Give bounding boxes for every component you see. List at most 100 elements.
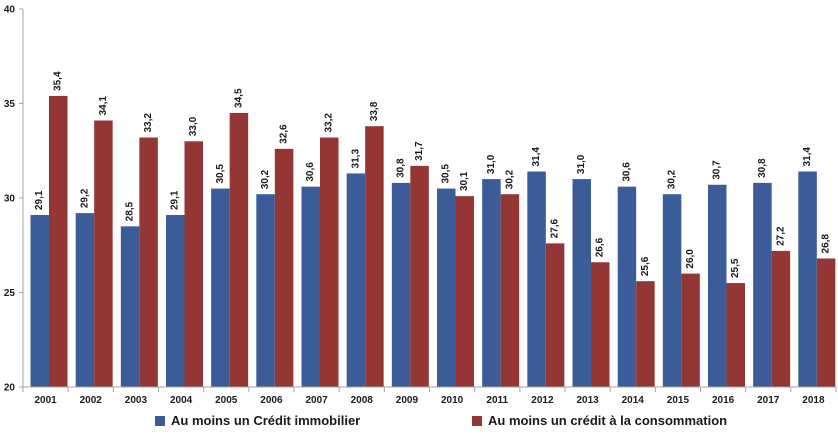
- x-tick-label: 2006: [260, 395, 283, 406]
- data-label: 30,2: [667, 169, 678, 189]
- bar-credit-immobilier: [437, 188, 456, 387]
- data-label: 27,6: [550, 218, 561, 238]
- bar-credit-immobilier: [708, 184, 727, 387]
- data-label: 28,5: [125, 201, 136, 221]
- x-tick-label: 2005: [215, 395, 238, 406]
- data-label: 30,2: [504, 169, 515, 189]
- data-label: 30,5: [441, 164, 452, 184]
- y-tick-label: 20: [4, 383, 16, 394]
- x-tick-label: 2007: [305, 395, 328, 406]
- x-axis: 2001 2002 2003 2004 2005 2006 2007 2008 2009 2010…: [22, 386, 837, 406]
- bar-credit-immobilier: [120, 226, 140, 387]
- data-label: 29,1: [34, 190, 45, 210]
- data-label: 26,6: [595, 237, 606, 257]
- x-tick-label: 2015: [667, 395, 690, 406]
- x-tick-label: 2008: [351, 395, 374, 406]
- bar-credit-immobilier: [211, 188, 230, 387]
- x-tick-label: 2013: [576, 395, 599, 406]
- bar-credit-immobilier: [482, 179, 501, 387]
- data-label: 25,6: [640, 256, 651, 276]
- x-tick-label: 2014: [622, 395, 645, 406]
- bar-credit-immobilier: [798, 171, 817, 387]
- bar-credit-consommation: [636, 281, 655, 387]
- bar-credit-immobilier: [75, 213, 95, 387]
- bar-credit-immobilier: [166, 215, 185, 387]
- legend-item-credit-immobilier: Au moins un Crédit immobilier: [155, 413, 360, 428]
- data-label: 33,2: [143, 113, 154, 133]
- bar-credit-consommation: [726, 283, 745, 387]
- y-tick-label: 35: [4, 99, 16, 110]
- x-tick-label: 2016: [712, 395, 735, 406]
- y-tick-label: 25: [4, 288, 16, 299]
- x-tick-label: 2012: [531, 395, 554, 406]
- bars: 29,1 35,4 29,2 34,1 28,5 33,2 29,1 33,0 30,5 34,5…: [30, 71, 836, 388]
- x-tick-label: 2002: [80, 395, 103, 406]
- data-label: 33,0: [188, 116, 199, 136]
- data-label: 30,5: [215, 164, 226, 184]
- data-label: 31,0: [486, 154, 497, 174]
- legend-item-credit-consommation: Au moins un crédit à la consommation: [472, 413, 727, 428]
- bar-credit-consommation: [365, 126, 384, 388]
- data-label: 30,6: [621, 162, 632, 182]
- data-label: 27,2: [775, 226, 786, 246]
- bar-credit-consommation: [455, 196, 474, 387]
- data-label: 33,8: [369, 101, 380, 121]
- bar-credit-immobilier: [30, 215, 49, 387]
- data-label: 34,5: [233, 88, 244, 108]
- x-tick-label: 2018: [802, 395, 825, 406]
- data-label: 34,1: [98, 96, 109, 116]
- bar-credit-consommation: [184, 141, 203, 387]
- bar-credit-consommation: [591, 262, 610, 387]
- bar-credit-immobilier: [753, 182, 772, 387]
- legend-swatch-credit-consommation: [472, 415, 482, 426]
- x-tick-label: 2017: [757, 395, 780, 406]
- y-tick-label: 40: [4, 5, 16, 16]
- bar-credit-consommation: [500, 194, 520, 387]
- data-label: 31,3: [350, 149, 361, 169]
- data-label: 30,7: [712, 160, 723, 180]
- bar-credit-consommation: [816, 258, 836, 387]
- x-tick-label: 2011: [486, 395, 508, 406]
- data-label: 31,4: [531, 147, 542, 167]
- data-label: 30,2: [260, 169, 271, 189]
- data-label: 29,1: [170, 190, 181, 210]
- bar-credit-consommation: [320, 137, 339, 387]
- bar-credit-consommation: [410, 165, 429, 387]
- data-label: 30,8: [757, 158, 768, 178]
- data-label: 31,0: [576, 154, 587, 174]
- data-label: 31,4: [802, 147, 813, 167]
- bar-credit-consommation: [681, 273, 700, 387]
- bar-credit-immobilier: [572, 179, 591, 387]
- bar-credit-immobilier: [301, 186, 320, 387]
- data-label: 31,7: [414, 141, 425, 161]
- bar-credit-immobilier: [617, 186, 637, 387]
- y-axis: 20 25 30 35 40: [4, 5, 24, 394]
- bar-credit-consommation: [545, 243, 565, 387]
- x-tick-label: 2004: [170, 395, 193, 406]
- data-label: 32,6: [279, 124, 290, 144]
- x-tick-label: 2010: [441, 395, 464, 406]
- bar-credit-consommation: [94, 120, 113, 387]
- bar-credit-consommation: [139, 137, 158, 387]
- data-label: 26,8: [821, 234, 832, 254]
- legend-label-credit-immobilier: Au moins un Crédit immobilier: [171, 413, 361, 428]
- data-label: 26,0: [685, 249, 696, 269]
- x-tick-label: 2003: [125, 395, 148, 406]
- data-label: 30,6: [305, 162, 316, 182]
- bar-credit-consommation: [49, 95, 68, 387]
- bar-credit-immobilier: [391, 182, 411, 387]
- legend: Au moins un Crédit immobilier Au moins u…: [0, 413, 838, 433]
- data-label: 30,8: [396, 158, 407, 178]
- data-label: 30,1: [459, 171, 470, 191]
- bar-credit-consommation: [771, 250, 791, 387]
- data-label: 29,2: [79, 188, 90, 208]
- x-tick-label: 2001: [34, 395, 57, 406]
- data-label: 35,4: [53, 71, 64, 91]
- legend-swatch-credit-immobilier: [155, 415, 165, 426]
- bar-credit-immobilier: [346, 173, 366, 387]
- legend-label-credit-consommation: Au moins un crédit à la consommation: [488, 413, 728, 428]
- data-label: 33,2: [324, 113, 335, 133]
- x-tick-label: 2009: [396, 395, 419, 406]
- bar-credit-immobilier: [662, 194, 682, 387]
